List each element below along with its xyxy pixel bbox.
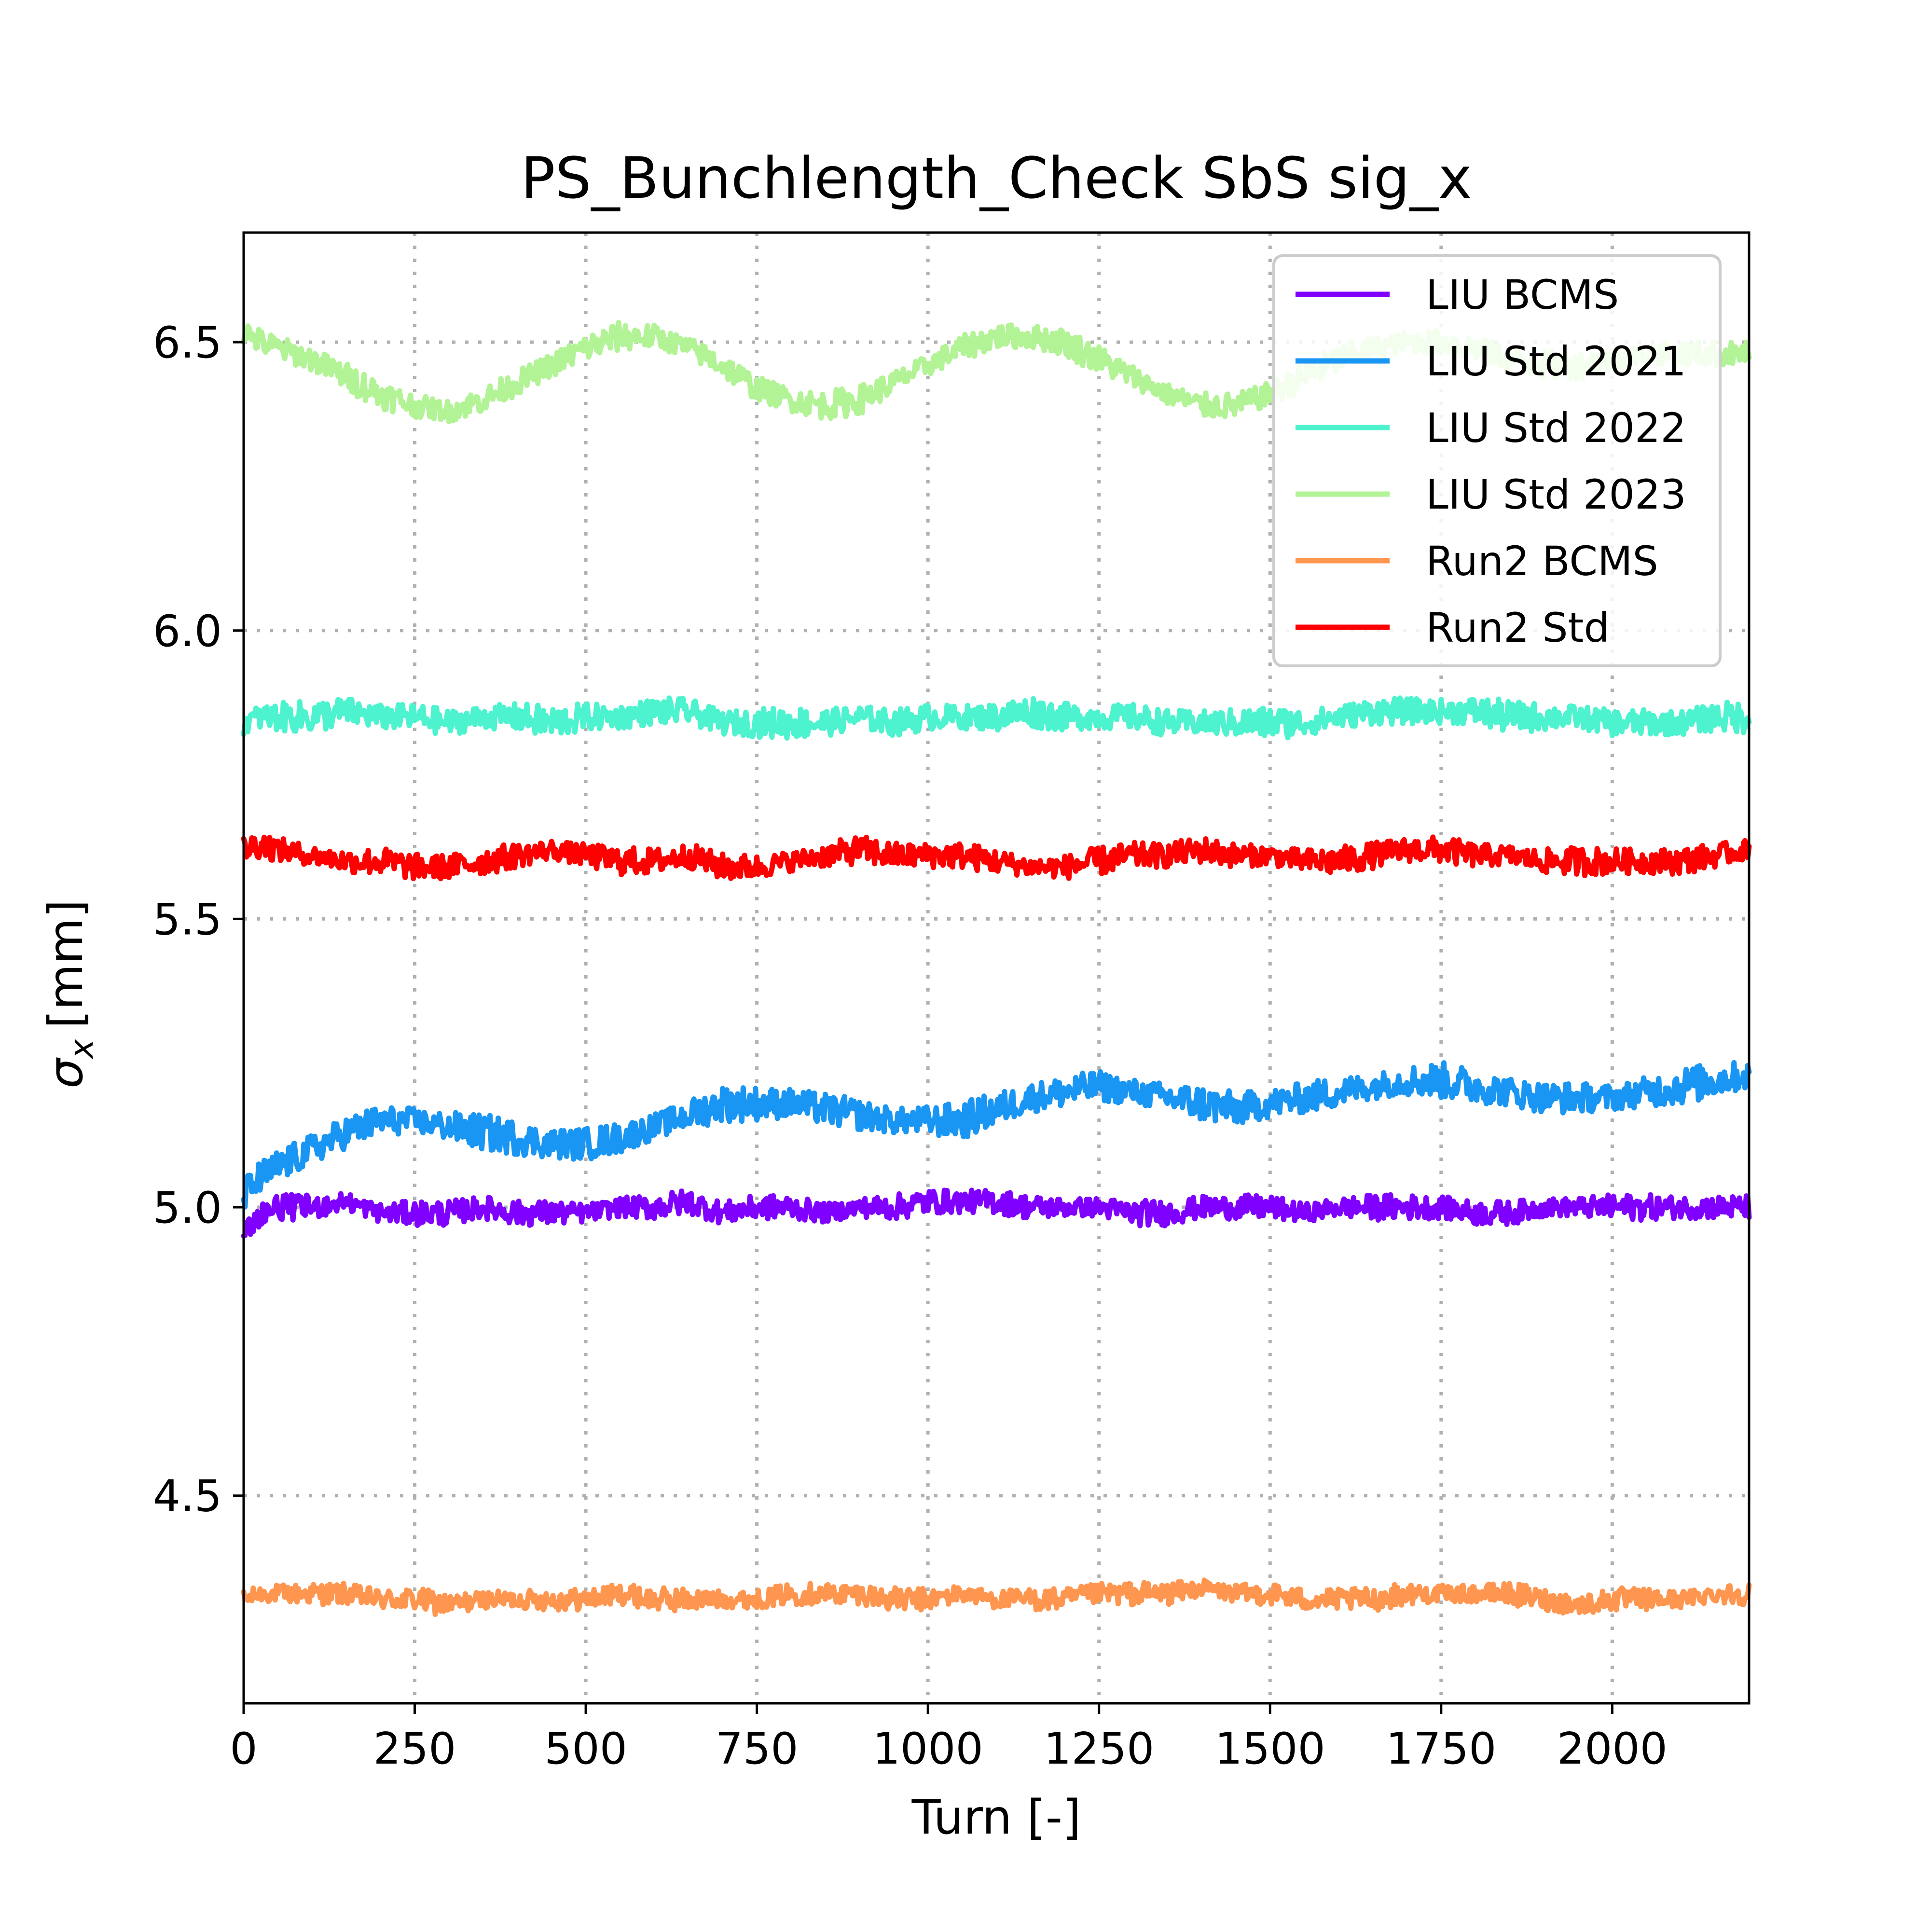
series-line-liu-bcms [241, 1187, 1752, 1239]
legend-label-liu-std-2022: LIU Std 2022 [1426, 404, 1686, 452]
series-line-liu-std-2021 [241, 1060, 1752, 1210]
legend-label-run2-bcms: Run2 BCMS [1426, 538, 1658, 585]
y-tick-label: 4.5 [153, 1471, 222, 1522]
series-line-run2-bcms [241, 1577, 1752, 1617]
series-line-liu-std-2022 [241, 695, 1752, 741]
plot-frame [242, 231, 1751, 1705]
y-tick-label: 6.0 [153, 606, 222, 657]
legend-label-liu-std-2023: LIU Std 2023 [1426, 471, 1686, 518]
chart-title: PS_Bunchlength_Check SbS sig_x [521, 145, 1472, 211]
x-tick-label: 500 [544, 1724, 627, 1774]
legend-label-liu-std-2021: LIU Std 2021 [1426, 338, 1686, 385]
legend-items: LIU BCMS LIU Std 2021 LIU Std 2022 LIU Std … [1296, 271, 1686, 651]
x-tick-label: 1500 [1215, 1724, 1325, 1774]
y-axis-label-symbol: σ [39, 1057, 94, 1089]
y-axis-label: σx [mm] [39, 899, 101, 1089]
y-tick-label: 5.5 [153, 894, 222, 945]
x-tick-label: 750 [716, 1724, 799, 1774]
series-line-run2-std [241, 834, 1752, 882]
x-tick-label: 1750 [1386, 1724, 1496, 1774]
x-tick-label: 250 [373, 1724, 456, 1774]
y-tick-label: 5.0 [153, 1183, 222, 1233]
x-tick-label: 2000 [1557, 1724, 1668, 1774]
legend-label-liu-bcms: LIU BCMS [1426, 271, 1619, 318]
legend-label-run2-std: Run2 Std [1426, 604, 1610, 651]
y-tick-label: 6.5 [153, 317, 222, 368]
x-tick-label: 1250 [1044, 1724, 1154, 1774]
x-axis-label: Turn [-] [911, 1790, 1081, 1845]
tick-layer: 0 250 500 750 1000 1250 1500 1750 2000 4.5 5.0 5.5 6… [153, 317, 1668, 1774]
x-tick-label: 0 [230, 1724, 257, 1774]
x-tick-label: 1000 [873, 1724, 983, 1774]
y-axis-label-subscript: x [63, 1039, 101, 1060]
y-axis-label-unit: [mm] [39, 899, 94, 1028]
legend: LIU BCMS LIU Std 2021 LIU Std 2022 LIU Std … [1272, 254, 1722, 667]
